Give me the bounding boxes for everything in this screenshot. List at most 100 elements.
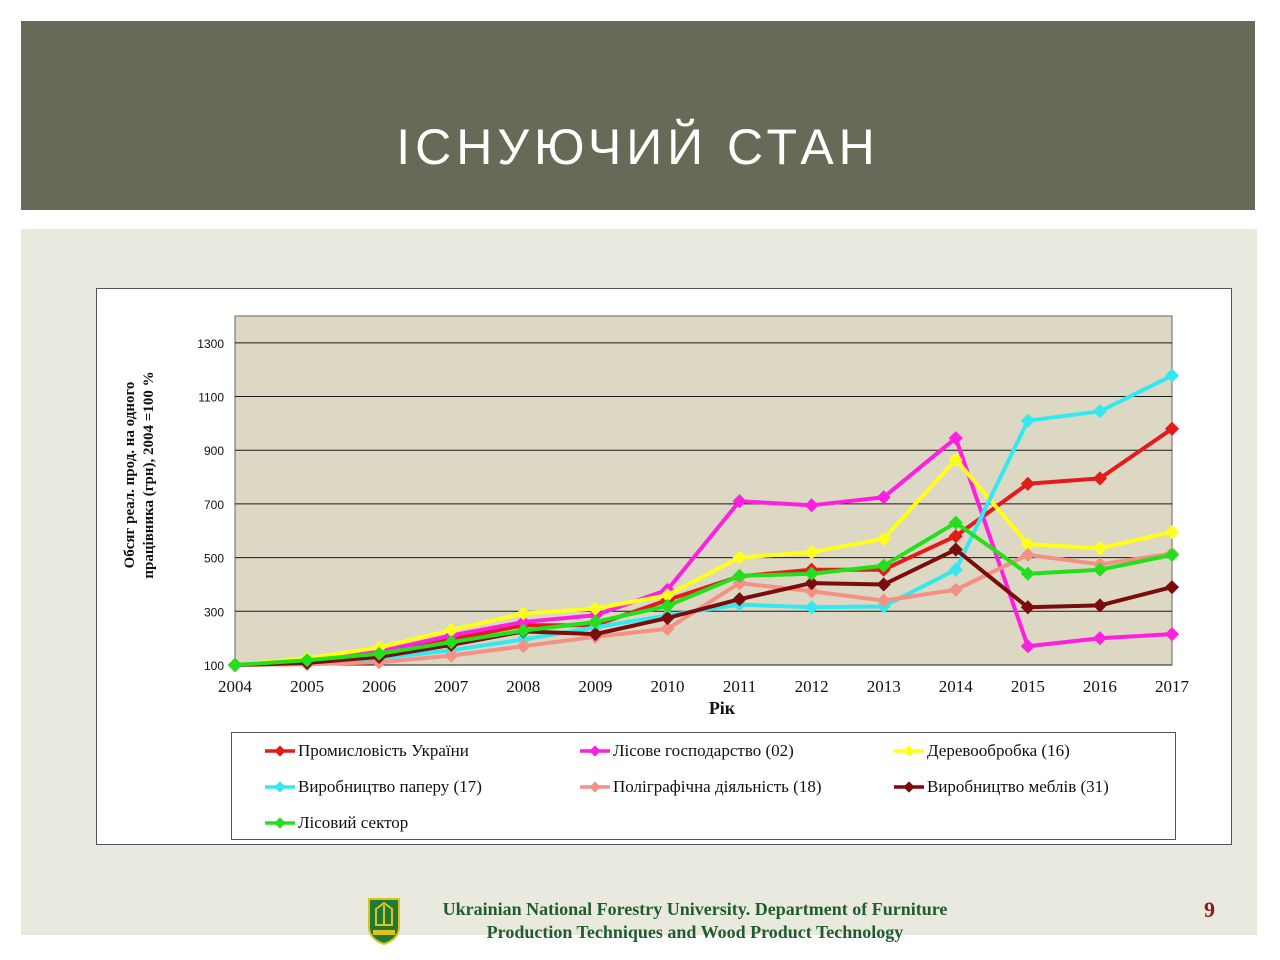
data-point	[804, 600, 819, 615]
data-point	[1092, 631, 1107, 646]
data-point	[588, 627, 603, 642]
legend-item: Деревообробка (16)	[892, 741, 1070, 761]
data-point	[516, 639, 531, 654]
legend-marker-icon	[265, 781, 295, 793]
data-point	[516, 623, 531, 638]
x-tick-label: 2008	[506, 677, 540, 696]
legend-item: Лісовий сектор	[263, 813, 408, 833]
data-point	[876, 577, 891, 592]
data-point	[804, 576, 819, 591]
plot-area	[234, 315, 1173, 666]
legend-item: Виробництво паперу (17)	[263, 777, 482, 797]
gridlines	[235, 342, 1172, 666]
series-line	[234, 436, 1173, 667]
x-tick-label: 2011	[723, 677, 756, 696]
data-point	[948, 542, 963, 557]
x-tick-label: 2009	[578, 677, 612, 696]
data-point	[876, 531, 891, 546]
data-point	[1164, 627, 1180, 642]
y-tick-label: 100	[204, 659, 224, 673]
footer-line-1: Ukrainian National Forestry University. …	[442, 899, 948, 919]
series-line	[234, 547, 1173, 667]
data-point	[1164, 525, 1180, 540]
data-point	[444, 648, 459, 663]
title-banner: ІСНУЮЧИЙ СТАН	[21, 21, 1255, 210]
legend-marker-icon	[894, 745, 924, 757]
x-axis-label: Рік	[709, 698, 736, 718]
y-tick-label: 1300	[197, 337, 224, 351]
data-point	[300, 653, 315, 668]
data-point	[660, 610, 675, 626]
data-point	[1164, 580, 1180, 595]
data-point	[588, 601, 603, 616]
data-point	[1092, 598, 1107, 613]
data-point	[804, 584, 819, 599]
data-point	[1092, 471, 1107, 486]
data-point	[948, 431, 963, 446]
university-crest-icon	[368, 898, 400, 945]
y-tick-label: 1100	[198, 391, 224, 405]
data-point	[948, 562, 963, 577]
data-point	[444, 635, 459, 650]
series-line	[234, 520, 1173, 667]
data-point	[660, 598, 675, 614]
series-line	[234, 457, 1173, 667]
data-point	[732, 568, 747, 583]
data-point	[876, 558, 891, 573]
legend-marker-icon	[265, 817, 295, 829]
x-tick-label: 2015	[1011, 677, 1045, 696]
x-tick-label: 2004	[218, 677, 253, 696]
x-tick-label: 2010	[650, 677, 684, 696]
data-point	[1164, 368, 1180, 383]
x-tick-label: 2006	[362, 677, 396, 696]
data-point	[516, 614, 531, 630]
legend-item: Лісове господарство (02)	[578, 741, 794, 761]
data-point	[1020, 537, 1035, 552]
data-point	[804, 566, 819, 581]
y-tick-label: 500	[204, 552, 224, 566]
data-point	[804, 498, 819, 513]
data-point	[372, 646, 387, 661]
data-point	[732, 592, 747, 607]
data-point	[732, 494, 747, 509]
y-tick-label: 900	[204, 444, 224, 458]
legend-label: Деревообробка (16)	[927, 741, 1070, 760]
x-tick-label: 2017	[1155, 677, 1190, 696]
x-tick-label: 2012	[795, 677, 829, 696]
chart-legend: Промисловість України Лісове господарств…	[231, 732, 1176, 840]
legend-marker-icon	[894, 781, 924, 793]
y-tick-label: 300	[204, 605, 224, 619]
data-point	[1164, 547, 1180, 563]
footer-line-2: Production Techniques and Wood Product T…	[486, 922, 904, 942]
series-lines	[227, 368, 1180, 673]
page-number: 9	[1204, 897, 1215, 922]
data-point	[1164, 421, 1180, 436]
series-3	[227, 452, 1180, 673]
data-point	[516, 606, 531, 621]
y-tick-label: 700	[204, 498, 224, 512]
y-axis-label: Обсяг реал. прод. на одного працівника (…	[122, 371, 157, 578]
x-tick-label: 2016	[1083, 677, 1117, 696]
legend-marker-icon	[580, 745, 610, 757]
y-axis-label-line1: Обсяг реал. прод. на одного	[122, 382, 138, 569]
legend-item: Промисловість України	[263, 741, 469, 761]
legend-label: Виробництво меблів (31)	[927, 777, 1109, 796]
series-line	[234, 551, 1173, 667]
data-point	[948, 515, 963, 530]
x-tick-labels: 2004 2005 2006 2007 2008 2009 2010 2011 2012 2013…	[218, 677, 1190, 696]
data-point	[804, 545, 819, 560]
data-point	[1092, 562, 1107, 577]
data-point	[948, 582, 963, 597]
data-point	[1020, 566, 1035, 581]
footer-text: Ukrainian National Forestry University. …	[400, 898, 990, 944]
legend-label: Поліграфічна діяльність (18)	[613, 777, 822, 796]
data-point	[876, 593, 891, 608]
data-point	[588, 614, 603, 630]
data-point	[660, 588, 675, 603]
data-point	[1020, 639, 1035, 654]
x-tick-label: 2013	[867, 677, 901, 696]
y-tick-labels: 100 300 500 700 900 1100 1300	[197, 337, 224, 673]
data-point	[444, 623, 459, 638]
legend-label: Лісове господарство (02)	[613, 741, 794, 760]
